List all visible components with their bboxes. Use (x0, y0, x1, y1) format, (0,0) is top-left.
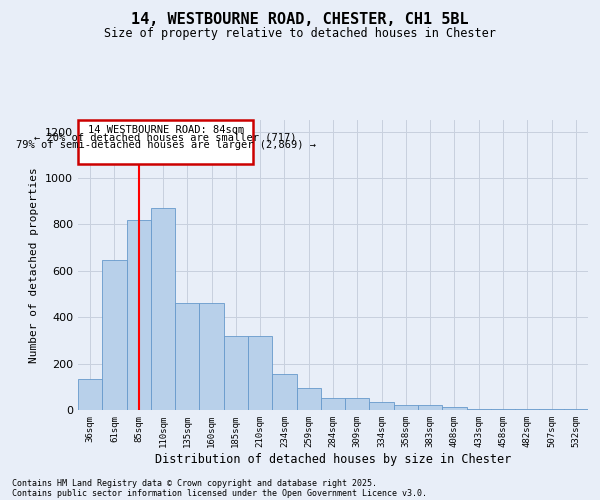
Bar (370, 402, 394, 410)
Text: 14 WESTBOURNE ROAD: 84sqm: 14 WESTBOURNE ROAD: 84sqm (88, 124, 244, 134)
Bar (175, 304, 199, 410)
Bar (491, 409, 515, 410)
X-axis label: Distribution of detached houses by size in Chester: Distribution of detached houses by size … (155, 452, 511, 466)
Bar (296, 388, 321, 410)
Bar (151, 208, 175, 410)
Bar (78, 378, 102, 410)
Text: Contains HM Land Registry data © Crown copyright and database right 2025.: Contains HM Land Registry data © Crown c… (12, 478, 377, 488)
Bar (199, 304, 224, 410)
Bar (539, 409, 564, 410)
Text: Size of property relative to detached houses in Chester: Size of property relative to detached ho… (104, 28, 496, 40)
Bar (248, 336, 272, 410)
Bar (564, 409, 588, 410)
Text: 79% of semi-detached houses are larger (2,869) →: 79% of semi-detached houses are larger (… (16, 140, 316, 150)
Bar (394, 406, 418, 410)
Bar (272, 374, 296, 410)
Bar (418, 406, 442, 410)
Bar (467, 409, 491, 410)
Text: 14, WESTBOURNE ROAD, CHESTER, CH1 5BL: 14, WESTBOURNE ROAD, CHESTER, CH1 5BL (131, 12, 469, 28)
Bar (224, 336, 248, 410)
Y-axis label: Number of detached properties: Number of detached properties (29, 167, 40, 363)
Text: Contains public sector information licensed under the Open Government Licence v3: Contains public sector information licen… (12, 488, 427, 498)
Bar (345, 398, 370, 410)
Bar (515, 409, 539, 410)
Bar (442, 406, 467, 410)
Bar (321, 398, 345, 410)
Bar (127, 220, 151, 410)
Text: ← 20% of detached houses are smaller (717): ← 20% of detached houses are smaller (71… (34, 132, 297, 142)
FancyBboxPatch shape (79, 120, 253, 164)
Bar (102, 260, 127, 410)
